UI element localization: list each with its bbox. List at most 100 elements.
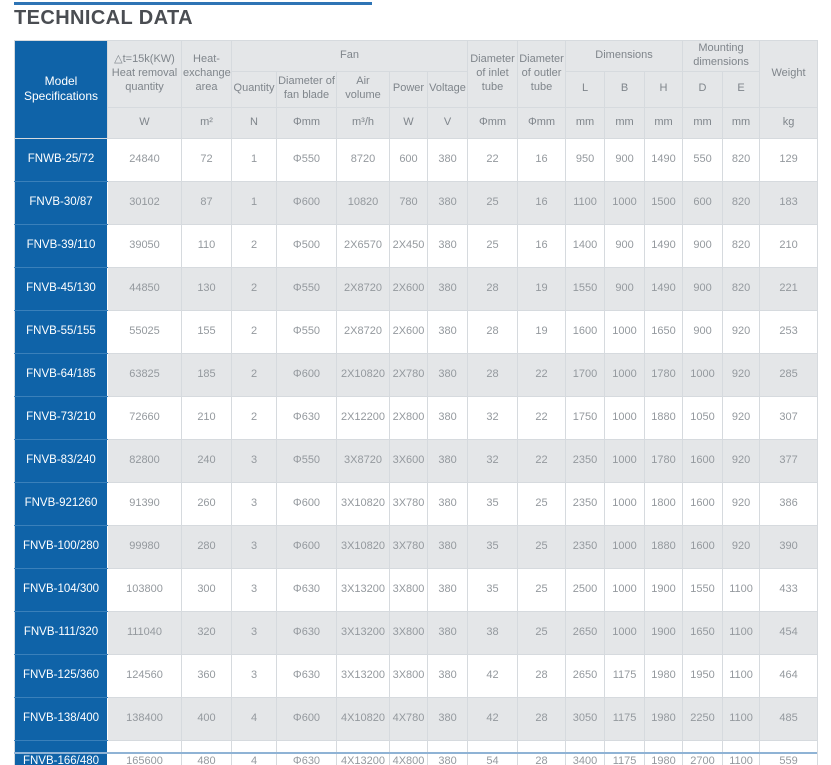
data-cell: 253	[759, 309, 819, 354]
data-cell: 260	[181, 481, 232, 526]
data-cell: 1100	[722, 653, 761, 698]
header-group-dimensions: Dimensions	[565, 40, 684, 72]
data-cell: 2X6570	[336, 223, 390, 268]
data-cell: 111040	[107, 610, 182, 655]
data-cell: 3X13200	[336, 653, 390, 698]
unit-cell: V	[426, 106, 469, 139]
data-cell: 16	[517, 180, 567, 225]
data-cell: 1900	[644, 610, 684, 655]
data-cell: 1880	[644, 524, 684, 569]
data-cell: 138400	[107, 696, 182, 741]
header-cell-model: Model Specifications	[14, 40, 108, 139]
data-cell: Φ600	[276, 180, 337, 225]
data-cell: 1000	[604, 567, 646, 612]
data-cell: 1950	[682, 653, 724, 698]
data-cell: 1000	[604, 481, 646, 526]
unit-cell: Φmm	[276, 106, 337, 139]
model-cell: FNVB-100/280	[14, 524, 108, 569]
data-cell: 3	[231, 567, 277, 612]
data-cell: 25	[517, 524, 567, 569]
data-cell: 1175	[604, 696, 646, 741]
data-cell: 1800	[644, 481, 684, 526]
subheader-cell-air-volume: Air volume	[336, 70, 390, 108]
data-cell: 1490	[644, 223, 684, 268]
data-cell: 1600	[682, 438, 724, 483]
data-cell: 28	[517, 696, 567, 741]
data-cell: Φ630	[276, 610, 337, 655]
header-unit-row: W m² N Φmm m³/h W V Φmm Φmm mm mm mm mm …	[15, 106, 819, 139]
data-cell: 1550	[682, 567, 724, 612]
data-cell: 3	[231, 481, 277, 526]
data-cell: Φ550	[276, 438, 337, 483]
subheader-cell-mount-d: D	[682, 70, 724, 108]
model-cell: FNVB-39/110	[14, 223, 108, 268]
data-cell: 464	[759, 653, 819, 698]
data-cell: 183	[759, 180, 819, 225]
technical-data-table: Model Specifications △t=15k(KW) Heat rem…	[14, 40, 819, 765]
model-cell: FNVB-64/185	[14, 352, 108, 397]
data-cell: 3X13200	[336, 567, 390, 612]
data-cell: 130	[181, 266, 232, 311]
data-cell: 30102	[107, 180, 182, 225]
data-cell: 390	[759, 524, 819, 569]
model-cell: FNVB-111/320	[14, 610, 108, 655]
data-cell: 4	[231, 696, 277, 741]
table-header: Model Specifications △t=15k(KW) Heat rem…	[14, 40, 819, 139]
data-cell: 1000	[604, 352, 646, 397]
unit-cell: mm	[722, 106, 761, 139]
data-cell: 42	[467, 696, 519, 741]
data-cell: 28	[467, 352, 519, 397]
data-cell: 3	[231, 438, 277, 483]
data-cell: 3050	[565, 696, 606, 741]
unit-cell: mm	[682, 106, 724, 139]
data-cell: 920	[722, 481, 761, 526]
data-cell: 1780	[644, 438, 684, 483]
data-cell: 22	[517, 352, 567, 397]
data-cell: 820	[722, 223, 761, 268]
data-cell: 380	[426, 352, 469, 397]
header-group-fan: Fan	[230, 40, 469, 72]
data-cell: 22	[467, 137, 519, 182]
data-cell: 25	[467, 223, 519, 268]
data-cell: 2650	[565, 653, 606, 698]
header-group-row: Model Specifications △t=15k(KW) Heat rem…	[14, 40, 819, 139]
data-cell: 386	[759, 481, 819, 526]
data-cell: 16	[517, 223, 567, 268]
data-cell: Φ630	[276, 395, 337, 440]
header-cell-heat-exchange: Heat- exchange area	[181, 40, 232, 108]
data-cell: 99980	[107, 524, 182, 569]
model-cell: FNVB-104/300	[14, 567, 108, 612]
data-cell: 380	[426, 610, 469, 655]
data-cell: 1000	[604, 309, 646, 354]
data-cell: 600	[389, 137, 428, 182]
data-cell: 2	[231, 309, 277, 354]
data-cell: 10820	[336, 180, 390, 225]
data-cell: 1100	[722, 567, 761, 612]
data-cell: 2	[231, 352, 277, 397]
header-cell-heat-removal: △t=15k(KW) Heat removal quantity	[107, 40, 182, 108]
data-cell: 2X8720	[336, 266, 390, 311]
unit-cell: mm	[644, 106, 684, 139]
data-cell: 2	[231, 223, 277, 268]
data-cell: 28	[467, 309, 519, 354]
data-cell: 3X13200	[336, 610, 390, 655]
model-cell: FNVB-45/130	[14, 266, 108, 311]
data-cell: 185	[181, 352, 232, 397]
subheader-cell-power: Power	[389, 70, 428, 108]
data-cell: 1050	[682, 395, 724, 440]
data-cell: 307	[759, 395, 819, 440]
data-cell: 1490	[644, 266, 684, 311]
data-cell: 129	[759, 137, 819, 182]
data-cell: 900	[604, 223, 646, 268]
data-cell: 280	[181, 524, 232, 569]
data-cell: Φ500	[276, 223, 337, 268]
data-cell: 380	[426, 696, 469, 741]
data-cell: 380	[426, 524, 469, 569]
subheader-cell-dim-b: B	[604, 70, 646, 108]
data-cell: 4X780	[389, 696, 428, 741]
data-cell: 380	[426, 395, 469, 440]
data-cell: 110	[181, 223, 232, 268]
data-cell: 72	[181, 137, 232, 182]
subheader-cell-dim-h: H	[644, 70, 684, 108]
